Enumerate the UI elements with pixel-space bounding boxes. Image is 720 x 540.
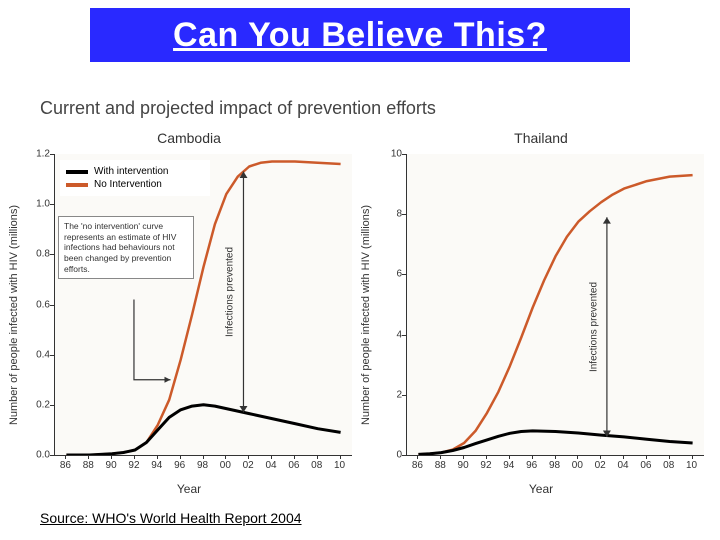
x-tick: 08	[311, 456, 322, 480]
plot-area: Number of people infected with HIV (mill…	[20, 150, 358, 480]
y-axis-label: Number of people infected with HIV (mill…	[360, 205, 372, 425]
panel-cambodia: Cambodia Number of people infected with H…	[20, 130, 358, 500]
infections-prevented-arrow	[603, 217, 611, 437]
y-tick: 1.2	[20, 149, 54, 160]
plot-area: Number of people infected with HIV (mill…	[372, 150, 710, 480]
x-tick: 06	[288, 456, 299, 480]
subtitle: Current and projected impact of preventi…	[40, 98, 436, 119]
x-tick: 10	[686, 456, 697, 480]
x-tick: 10	[334, 456, 345, 480]
y-tick: 2	[372, 389, 406, 400]
x-tick: 96	[526, 456, 537, 480]
x-tick: 86	[412, 456, 423, 480]
source-citation: Source: WHO's World Health Report 2004	[40, 510, 302, 526]
x-tick: 02	[595, 456, 606, 480]
y-tick: 0.2	[20, 399, 54, 410]
x-axis-label: Year	[20, 482, 358, 496]
y-tick: 0.4	[20, 349, 54, 360]
x-tick: 88	[83, 456, 94, 480]
x-tick: 04	[617, 456, 628, 480]
y-tick: 8	[372, 209, 406, 220]
y-tick: 0.0	[20, 450, 54, 461]
panel-title: Cambodia	[20, 130, 358, 146]
x-axis-label: Year	[372, 482, 710, 496]
infections-prevented-label: Infections prevented	[588, 282, 599, 372]
y-tick: 6	[372, 269, 406, 280]
x-tick: 94	[151, 456, 162, 480]
y-tick: 0	[372, 450, 406, 461]
x-tick: 90	[106, 456, 117, 480]
page-title: Can You Believe This?	[173, 16, 547, 55]
x-tick: 92	[480, 456, 491, 480]
plot-box	[406, 154, 704, 456]
x-tick: 96	[174, 456, 185, 480]
series-line	[418, 175, 692, 454]
title-banner: Can You Believe This?	[90, 8, 630, 62]
x-tick: 00	[220, 456, 231, 480]
panels-container: Cambodia Number of people infected with H…	[20, 130, 710, 500]
annotation-arrow	[54, 154, 351, 455]
y-axis-label: Number of people infected with HIV (mill…	[8, 205, 20, 425]
x-tick: 98	[197, 456, 208, 480]
y-tick: 0.6	[20, 299, 54, 310]
x-tick: 06	[640, 456, 651, 480]
x-tick: 04	[265, 456, 276, 480]
y-tick: 10	[372, 149, 406, 160]
y-tick: 1.0	[20, 199, 54, 210]
series-line	[418, 431, 692, 455]
x-tick: 94	[503, 456, 514, 480]
x-tick: 88	[435, 456, 446, 480]
y-tick: 4	[372, 329, 406, 340]
x-tick: 00	[572, 456, 583, 480]
panel-title: Thailand	[372, 130, 710, 146]
x-tick: 90	[458, 456, 469, 480]
x-tick: 08	[663, 456, 674, 480]
x-tick: 92	[128, 456, 139, 480]
panel-thailand: Thailand Number of people infected with H…	[372, 130, 710, 500]
x-tick: 86	[60, 456, 71, 480]
x-tick: 02	[243, 456, 254, 480]
x-tick: 98	[549, 456, 560, 480]
y-tick: 0.8	[20, 249, 54, 260]
